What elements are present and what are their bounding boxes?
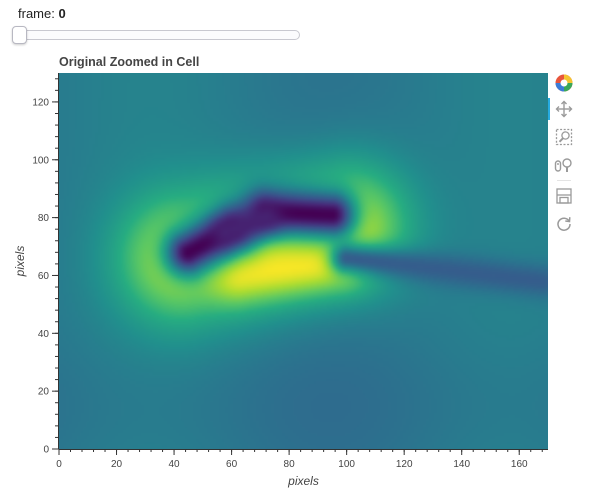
pan-tool-icon[interactable]: [553, 98, 575, 120]
y-tick-label: 60: [38, 271, 50, 282]
toolbar-divider: [557, 180, 571, 181]
frame-label: frame: 0: [18, 6, 66, 21]
heatmap-image: [59, 73, 548, 449]
frame-value: 0: [58, 6, 66, 21]
y-tick-label: 100: [32, 155, 49, 166]
wheel-zoom-tool-icon[interactable]: [553, 154, 575, 176]
plot-title: Original Zoomed in Cell: [59, 55, 200, 69]
x-axis-label: pixels: [287, 474, 319, 488]
x-tick-label: 80: [284, 459, 296, 470]
axes: 0 20 40 60 80 100 120 140 160 0 20 40 60 80 100 120: [32, 73, 548, 470]
save-tool-icon[interactable]: [553, 185, 575, 207]
x-tick-label: 40: [168, 459, 180, 470]
x-tick-label: 0: [56, 459, 62, 470]
y-tick-label: 80: [38, 213, 50, 224]
y-tick-label: 20: [38, 387, 50, 398]
reset-tool-icon[interactable]: [553, 213, 575, 235]
x-tick-label: 100: [338, 459, 355, 470]
x-tick-label: 60: [226, 459, 238, 470]
frame-slider-handle[interactable]: [12, 26, 27, 44]
box-zoom-tool-icon[interactable]: [553, 126, 575, 148]
y-axis-label: pixels: [13, 246, 27, 278]
frame-slider[interactable]: [12, 26, 300, 44]
x-tick-label: 160: [511, 459, 528, 470]
x-tick-label: 120: [396, 459, 413, 470]
y-tick-label: 40: [38, 329, 50, 340]
frame-label-prefix: frame:: [18, 6, 59, 21]
y-tick-label: 0: [43, 445, 49, 456]
y-tick-label: 120: [32, 97, 49, 108]
bokeh-logo-icon[interactable]: [553, 72, 575, 94]
plot-canvas[interactable]: [59, 73, 548, 449]
x-tick-label: 20: [111, 459, 123, 470]
x-tick-label: 140: [453, 459, 470, 470]
active-tool-indicator: [548, 98, 550, 120]
